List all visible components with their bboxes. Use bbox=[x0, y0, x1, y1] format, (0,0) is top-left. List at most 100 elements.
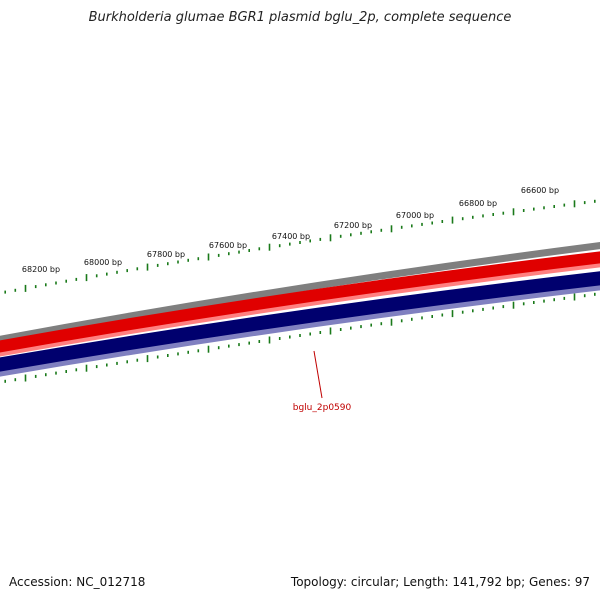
outer-tick-major bbox=[573, 200, 576, 208]
inner-tick-minor bbox=[258, 340, 261, 343]
outer-tick-minor bbox=[136, 267, 139, 271]
outer-tick-minor bbox=[197, 257, 200, 261]
inner-tick-minor bbox=[380, 322, 383, 326]
inner-tick-major bbox=[268, 336, 271, 344]
outer-tick-minor bbox=[441, 220, 444, 223]
outer-tick-major bbox=[268, 243, 271, 251]
outer-tick-minor bbox=[238, 250, 240, 254]
outer-tick-minor bbox=[583, 201, 586, 205]
outer-tick-minor bbox=[380, 228, 383, 232]
outer-ring bbox=[0, 242, 600, 343]
outer-tick-minor bbox=[299, 241, 301, 244]
outer-tick-minor bbox=[492, 213, 494, 216]
topology-summary: Topology: circular; Length: 141,792 bp; … bbox=[290, 575, 590, 589]
outer-tick-marks bbox=[4, 199, 596, 294]
inner-tick-minor bbox=[543, 299, 545, 303]
inner-tick-minor bbox=[533, 301, 535, 304]
inner-tick-minor bbox=[492, 306, 494, 310]
outer-tick-major bbox=[24, 284, 27, 292]
inner-tick-minor bbox=[217, 346, 220, 350]
inner-tick-minor bbox=[14, 378, 17, 382]
inner-tick-minor bbox=[289, 335, 291, 339]
outer-tick-minor bbox=[126, 269, 128, 273]
outer-tick-minor bbox=[278, 244, 281, 248]
map-title: Burkholderia glumae BGR1 plasmid bglu_2p… bbox=[88, 10, 512, 25]
outer-tick-minor bbox=[177, 260, 179, 264]
inner-tick-minor bbox=[360, 325, 362, 329]
outer-tick-minor bbox=[563, 203, 566, 207]
outer-tick-minor bbox=[309, 239, 311, 243]
outer-tick-minor bbox=[34, 285, 37, 289]
inner-tick-minor bbox=[563, 296, 566, 300]
inner-tick-minor bbox=[299, 334, 301, 337]
outer-tick-major bbox=[512, 208, 515, 216]
inner-tick-minor bbox=[339, 328, 342, 331]
inner-tick-major bbox=[573, 293, 576, 301]
inner-tick-minor bbox=[238, 343, 240, 347]
inner-tick-major bbox=[390, 318, 393, 326]
outer-tick-minor bbox=[543, 206, 545, 210]
outer-tick-major bbox=[329, 234, 332, 242]
outer-tick-minor bbox=[533, 207, 535, 211]
inner-tick-minor bbox=[95, 365, 98, 369]
inner-tick-minor bbox=[472, 309, 474, 313]
inner-tick-minor bbox=[441, 313, 444, 317]
inner-tick-minor bbox=[136, 358, 139, 362]
inner-tick-minor bbox=[482, 307, 484, 311]
inner-tick-minor bbox=[583, 294, 586, 298]
outer-tick-minor bbox=[45, 283, 47, 287]
outer-tick-major bbox=[207, 253, 210, 261]
outer-tick-minor bbox=[55, 281, 57, 285]
inner-tick-minor bbox=[411, 317, 413, 321]
inner-tick-minor bbox=[187, 350, 189, 354]
inner-tick-minor bbox=[228, 344, 230, 348]
ruler-label: 66600 bp bbox=[521, 186, 559, 195]
outer-tick-minor bbox=[350, 233, 352, 237]
outer-tick-minor bbox=[4, 290, 6, 294]
outer-tick-minor bbox=[421, 222, 423, 226]
inner-tick-minor bbox=[502, 305, 505, 309]
inner-tick-minor bbox=[156, 355, 159, 359]
outer-tick-minor bbox=[14, 288, 17, 292]
inner-tick-major bbox=[512, 301, 515, 309]
reverse-strand-track bbox=[0, 271, 600, 372]
outer-tick-minor bbox=[228, 252, 230, 256]
outer-tick-minor bbox=[75, 277, 78, 281]
ruler-label: 66800 bp bbox=[459, 199, 497, 208]
outer-tick-minor bbox=[106, 272, 108, 276]
inner-tick-minor bbox=[126, 360, 128, 364]
inner-tick-minor bbox=[116, 361, 118, 365]
inner-tick-minor bbox=[461, 310, 464, 314]
accession-label: Accession: NC_012718 bbox=[9, 575, 146, 589]
outer-tick-minor bbox=[594, 199, 596, 203]
outer-tick-minor bbox=[553, 205, 555, 208]
inner-tick-marks bbox=[4, 292, 596, 383]
inner-tick-major bbox=[146, 355, 149, 363]
inner-tick-minor bbox=[248, 341, 250, 345]
ruler-label: 68200 bp bbox=[22, 265, 60, 274]
outer-tick-minor bbox=[319, 237, 322, 241]
ruler-label: 67600 bp bbox=[209, 241, 247, 250]
ruler-label: 67800 bp bbox=[147, 250, 185, 259]
outer-tick-minor bbox=[65, 279, 67, 283]
ruler-label: 67400 bp bbox=[272, 232, 310, 241]
outer-tick-minor bbox=[461, 217, 464, 221]
gene-callout-line bbox=[313, 350, 323, 399]
inner-tick-minor bbox=[177, 352, 179, 356]
inner-tick-minor bbox=[319, 331, 322, 334]
outer-tick-minor bbox=[289, 242, 291, 246]
outer-tick-minor bbox=[156, 263, 159, 267]
inner-tick-minor bbox=[370, 323, 372, 327]
outer-tick-minor bbox=[360, 231, 362, 235]
inner-tick-minor bbox=[75, 368, 78, 372]
inner-tick-minor bbox=[594, 292, 596, 296]
inner-tick-minor bbox=[106, 363, 108, 367]
outer-tick-minor bbox=[187, 258, 189, 262]
inner-tick-major bbox=[329, 327, 332, 335]
outer-tick-minor bbox=[217, 253, 220, 257]
inner-tick-major bbox=[451, 310, 454, 318]
inner-tick-minor bbox=[522, 302, 525, 306]
inner-tick-minor bbox=[45, 373, 47, 377]
outer-tick-minor bbox=[431, 221, 433, 225]
outer-tick-minor bbox=[339, 234, 342, 238]
